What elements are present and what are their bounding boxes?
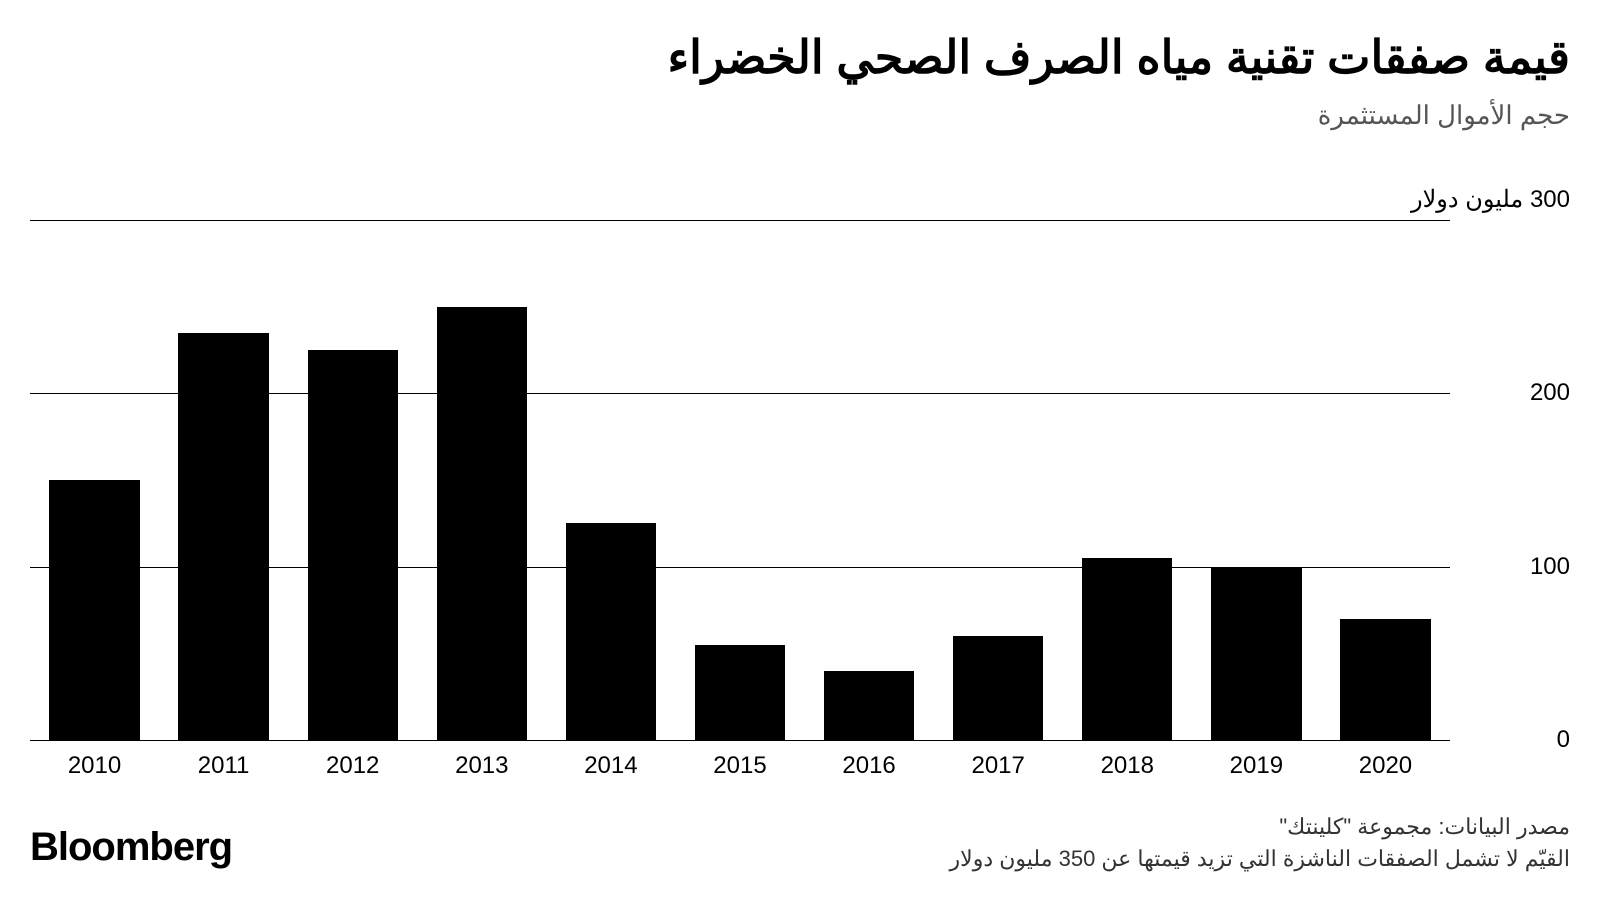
bar — [437, 307, 527, 740]
bar — [566, 523, 656, 740]
bar-slot — [934, 220, 1063, 740]
bar — [308, 350, 398, 740]
x-axis-labels: 2020201920182017201620152014201320122011… — [30, 752, 1450, 780]
bar — [1340, 619, 1430, 740]
x-tick-label: 2013 — [417, 752, 546, 780]
bar — [695, 645, 785, 740]
y-tick-label: 0 — [1460, 726, 1570, 754]
bar-slot — [159, 220, 288, 740]
bar — [824, 671, 914, 740]
gridline — [30, 220, 1450, 221]
footer-source: مصدر البيانات: مجموعة "كلينتك" — [1279, 814, 1570, 840]
y-tick-label: 100 — [1460, 553, 1570, 581]
bar — [1211, 567, 1301, 740]
bar-slot — [30, 220, 159, 740]
bar-slot — [1192, 220, 1321, 740]
footer-note: القيّم لا تشمل الصفقات الناشزة التي تزيد… — [950, 846, 1570, 872]
bar-slot — [1321, 220, 1450, 740]
x-tick-label: 2012 — [288, 752, 417, 780]
x-tick-label: 2018 — [1063, 752, 1192, 780]
brand-logo: Bloomberg — [30, 825, 232, 870]
x-tick-label: 2019 — [1192, 752, 1321, 780]
chart-title: قيمة صفقات تقنية مياه الصرف الصحي الخضرا… — [667, 30, 1570, 84]
gridline — [30, 393, 1450, 394]
bars-row — [30, 220, 1450, 740]
x-tick-label: 2014 — [546, 752, 675, 780]
bar-slot — [675, 220, 804, 740]
bar-slot — [546, 220, 675, 740]
x-tick-label: 2016 — [805, 752, 934, 780]
x-tick-label: 2010 — [30, 752, 159, 780]
bar-slot — [417, 220, 546, 740]
bar — [49, 480, 139, 740]
bar-slot — [805, 220, 934, 740]
bar — [953, 636, 1043, 740]
x-tick-label: 2011 — [159, 752, 288, 780]
gridline — [30, 740, 1450, 741]
chart-subtitle: حجم الأموال المستثمرة — [1318, 100, 1570, 131]
gridline — [30, 567, 1450, 568]
bar — [1082, 558, 1172, 740]
x-tick-label: 2015 — [675, 752, 804, 780]
x-tick-label: 2020 — [1321, 752, 1450, 780]
bar-slot — [1063, 220, 1192, 740]
bar-slot — [288, 220, 417, 740]
y-tick-label: 300 مليون دولار — [1411, 185, 1570, 214]
x-tick-label: 2017 — [934, 752, 1063, 780]
plot-region: 2020201920182017201620152014201320122011… — [30, 180, 1450, 770]
y-tick-label: 200 — [1460, 379, 1570, 407]
chart-area: 2020201920182017201620152014201320122011… — [30, 180, 1570, 770]
